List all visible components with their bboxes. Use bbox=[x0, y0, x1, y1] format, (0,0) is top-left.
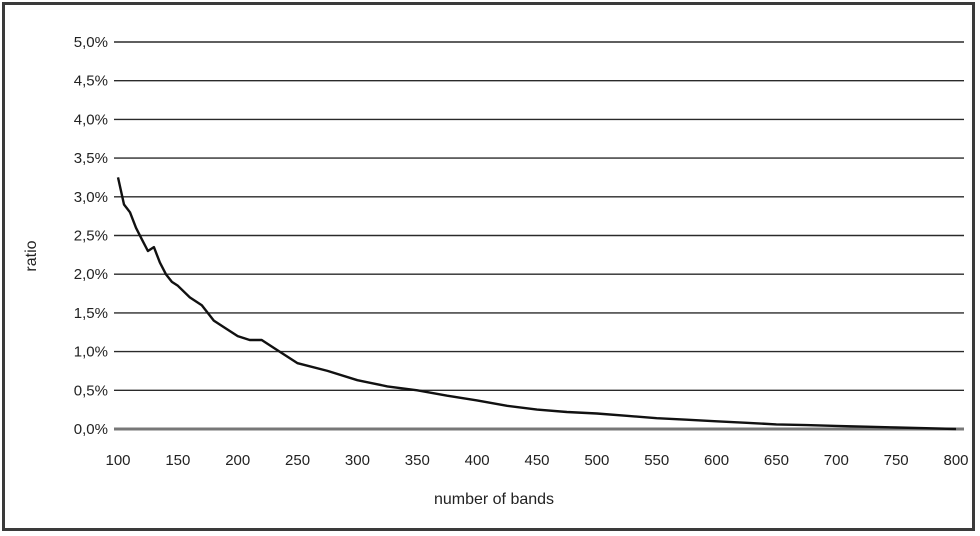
x-tick-label: 700 bbox=[824, 452, 849, 469]
y-tick-labels: 0,0% 0,5% 1,0% 1,5% 2,0% 2,5% 3,0% 3,5% 4,0% 4,5%… bbox=[74, 34, 108, 438]
series-group bbox=[116, 177, 957, 431]
grid-lines bbox=[114, 41, 964, 431]
x-tick-label: 550 bbox=[644, 452, 669, 469]
chart-frame bbox=[2, 2, 975, 531]
y-tick-label: 3,5% bbox=[74, 150, 108, 167]
y-tick-label: 1,5% bbox=[74, 305, 108, 322]
y-tick-label: 4,5% bbox=[74, 73, 108, 90]
x-tick-label: 200 bbox=[225, 452, 250, 469]
x-tick-label: 650 bbox=[764, 452, 789, 469]
x-tick-label: 250 bbox=[285, 452, 310, 469]
x-tick-label: 600 bbox=[704, 452, 729, 469]
x-tick-label: 350 bbox=[405, 452, 430, 469]
y-tick-label: 2,0% bbox=[74, 266, 108, 283]
y-tick-label: 1,0% bbox=[74, 344, 108, 361]
x-tick-label: 100 bbox=[105, 452, 130, 469]
x-tick-label: 800 bbox=[943, 452, 968, 469]
x-tick-label: 400 bbox=[465, 452, 490, 469]
x-tick-label: 450 bbox=[524, 452, 549, 469]
x-tick-label: 500 bbox=[584, 452, 609, 469]
x-axis-label: number of bands bbox=[434, 491, 554, 508]
x-tick-labels: 100 150 200 250 300 350 400 450 500 550 600 650 700 7… bbox=[105, 452, 968, 469]
y-tick-label: 0,0% bbox=[74, 421, 108, 438]
y-tick-label: 2,5% bbox=[74, 228, 108, 245]
series-line-0 bbox=[116, 177, 957, 431]
x-tick-label: 750 bbox=[884, 452, 909, 469]
x-tick-label: 150 bbox=[165, 452, 190, 469]
y-tick-label: 0,5% bbox=[74, 382, 108, 399]
y-tick-label: 5,0% bbox=[74, 34, 108, 51]
y-tick-label: 4,0% bbox=[74, 111, 108, 128]
y-axis-label: ratio bbox=[23, 240, 40, 271]
x-tick-label: 300 bbox=[345, 452, 370, 469]
y-tick-label: 3,0% bbox=[74, 189, 108, 206]
